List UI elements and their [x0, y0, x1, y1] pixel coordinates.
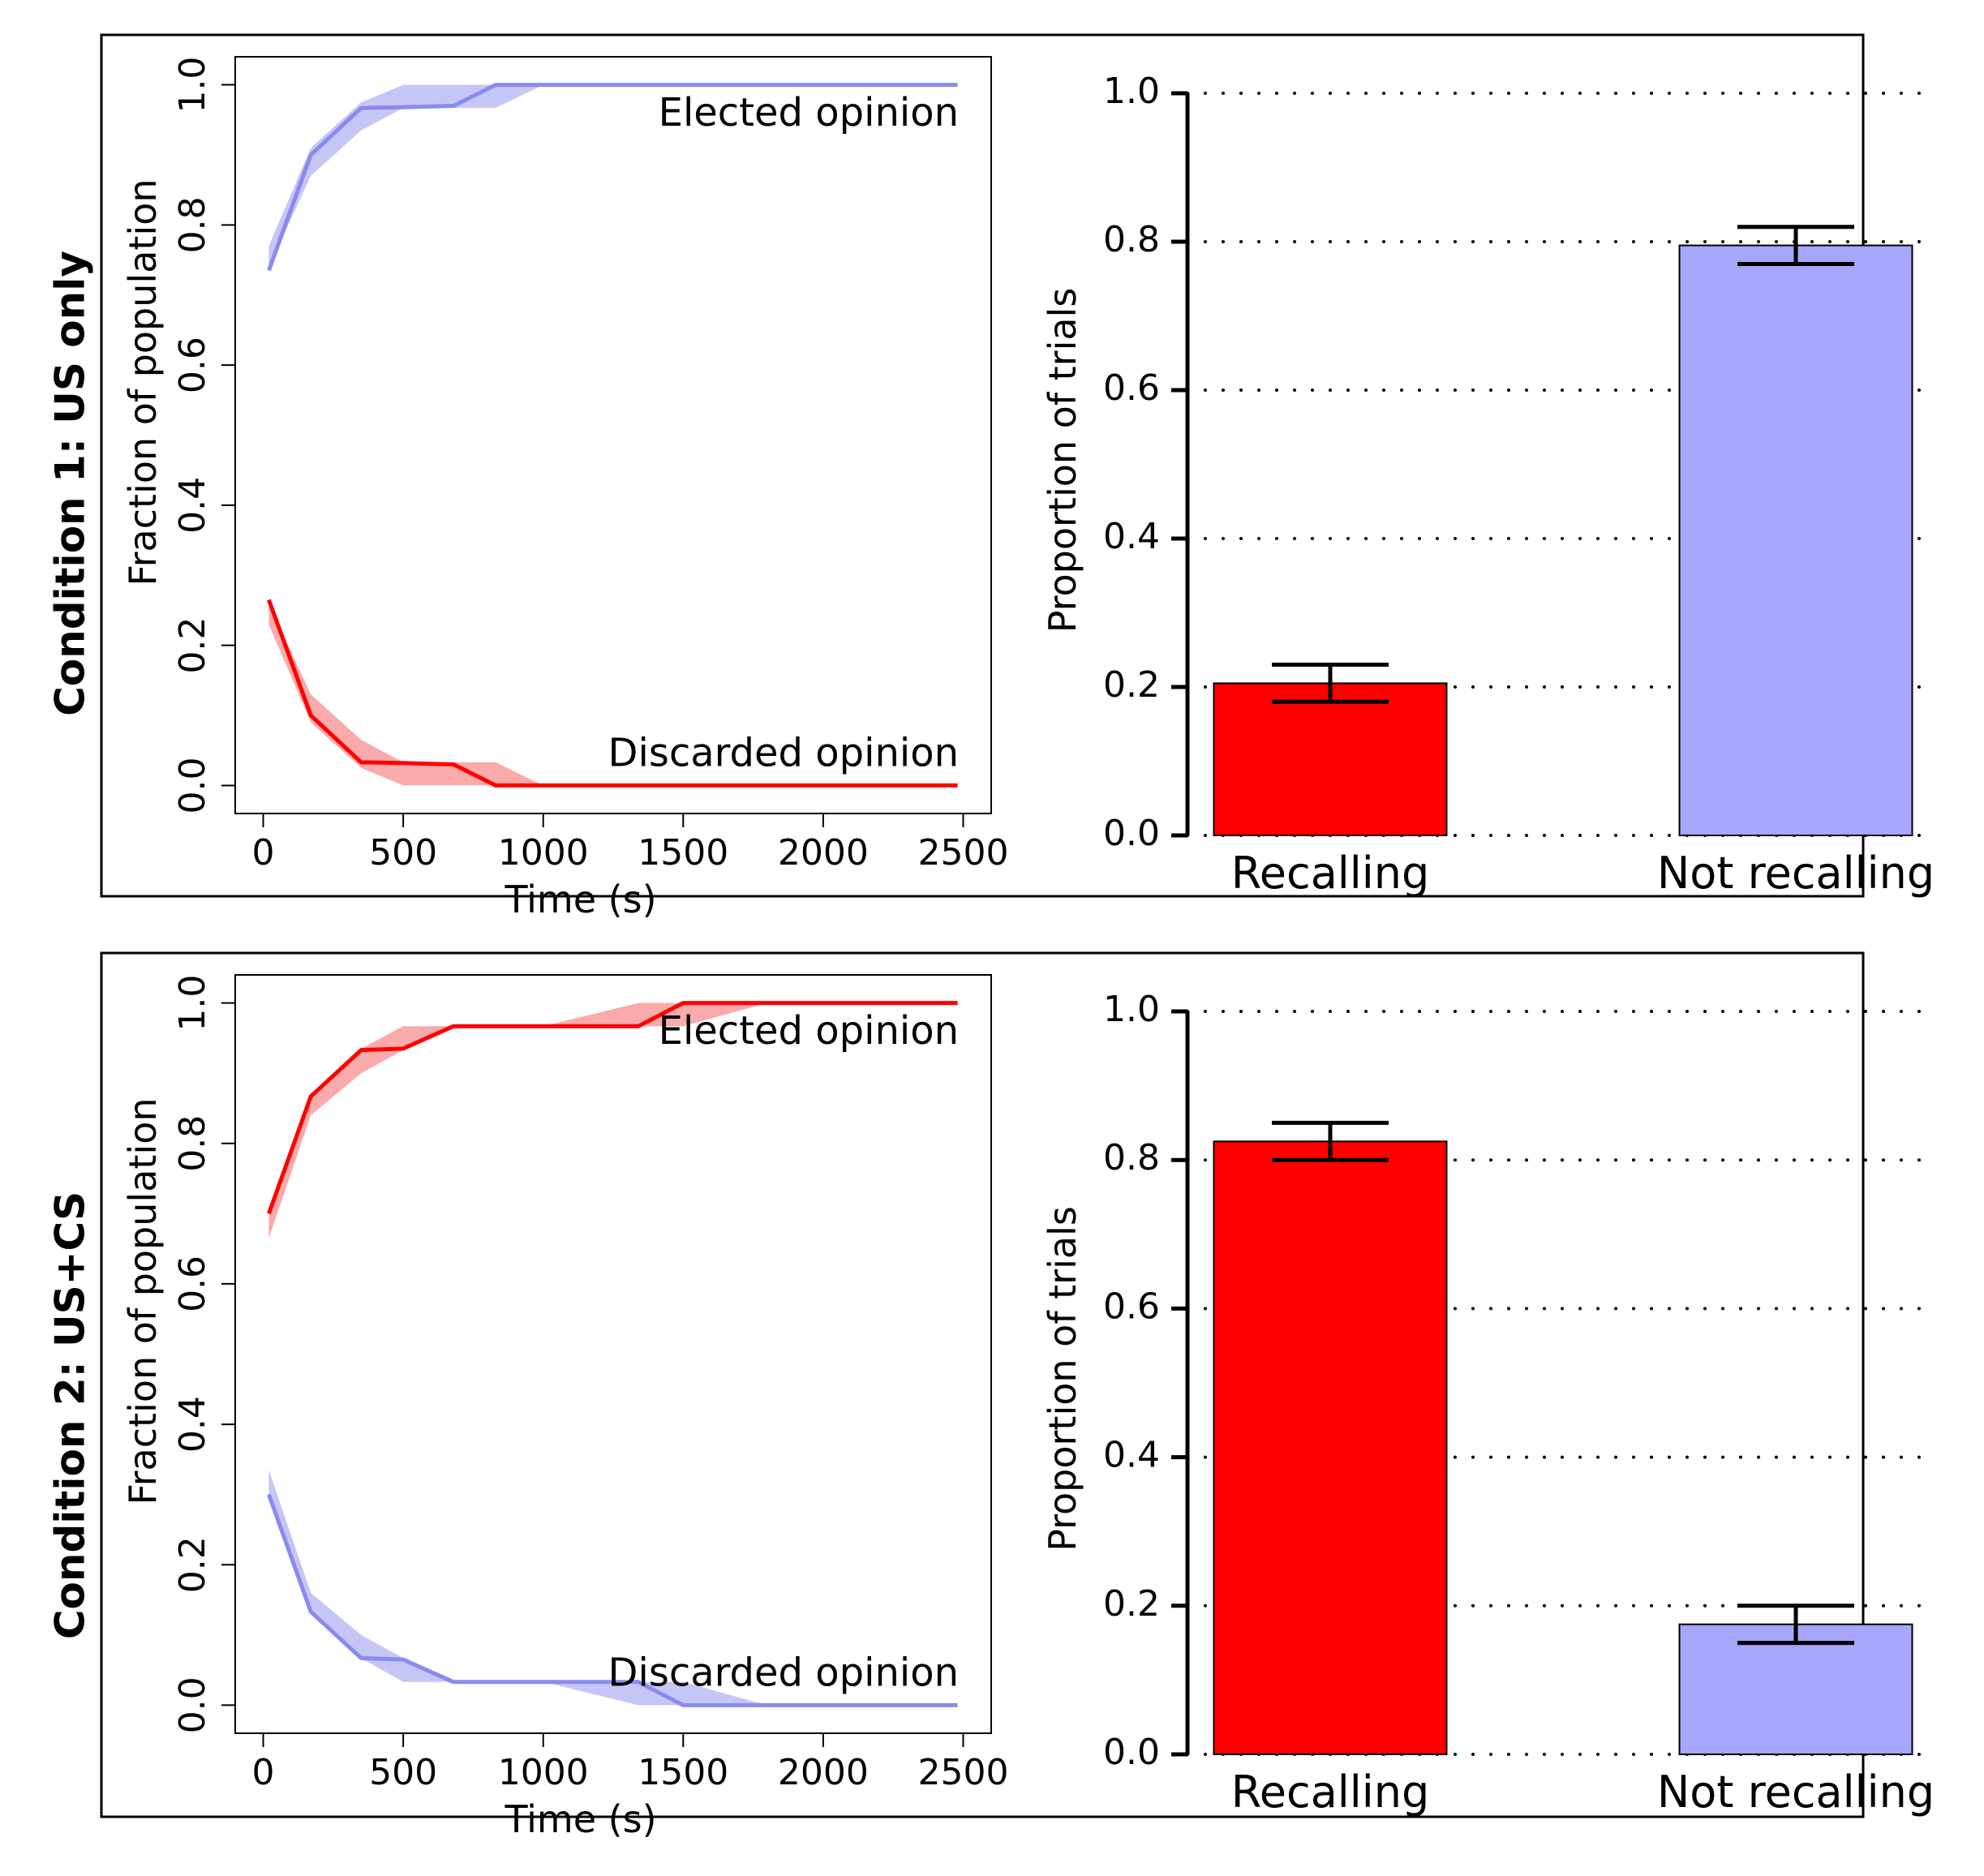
line-plot-box [234, 56, 992, 814]
x-tick-label: 1000 [498, 1752, 589, 1793]
annotation-discarded: Discarded opinion [608, 730, 959, 775]
y-tick-label: 0.2 [172, 617, 213, 674]
y-axis-label: Fraction of population [121, 179, 165, 586]
y-tick-label: 0.4 [172, 1396, 213, 1453]
bar-y-tick-label: 0.0 [1103, 813, 1160, 854]
y-tick-label: 0.8 [172, 1115, 213, 1172]
bar-y-axis-label: Proportion of trials [1041, 1206, 1084, 1552]
y-tick-label: 1.0 [172, 975, 213, 1032]
bar-chart: Recalling Not recalling 0.0 0.2 0.4 0.6 0.8 1.0… [1041, 989, 1936, 1818]
y-tick-label: 0.0 [172, 757, 213, 814]
bar-y-tick-label: 0.8 [1103, 219, 1160, 260]
category-label: Not recalling [1657, 848, 1935, 899]
condition-label: Condition 1: US only [47, 251, 94, 716]
series-line-discarded [267, 599, 958, 788]
bar-y-tick-label: 0.6 [1103, 1286, 1160, 1327]
annotation-elected: Elected opinion [659, 1008, 959, 1054]
y-axis-label: Fraction of population [121, 1098, 165, 1505]
annotation-discarded: Discarded opinion [608, 1650, 959, 1695]
x-tick-label: 1500 [638, 832, 728, 874]
bar-y-tick-label: 0.0 [1103, 1732, 1160, 1773]
y-tick-label: 0.4 [172, 477, 213, 534]
series-line-elected [267, 83, 958, 272]
y-tick-label: 0.6 [172, 337, 213, 393]
bar-recalling [1213, 1140, 1448, 1756]
x-tick-label: 500 [369, 1752, 437, 1793]
bar-y-tick-label: 0.4 [1103, 516, 1160, 557]
bar-not-recalling [1678, 1623, 1913, 1755]
line-chart: 0 500 1000 1500 2000 2500 0.0 0.2 0.4 0.6 0.8 1.0 Ti… [121, 56, 1008, 921]
bar-y-tick-label: 0.2 [1103, 664, 1160, 706]
condition-label: Condition 2: US+CS [47, 1191, 94, 1639]
x-tick-label: 2500 [917, 1752, 1008, 1793]
x-tick-label: 0 [252, 1752, 275, 1793]
bar-y-tick-label: 0.4 [1103, 1435, 1160, 1476]
line-plot-box [234, 974, 992, 1734]
series-line-elected [267, 1001, 958, 1215]
y-tick-label: 0.0 [172, 1676, 213, 1733]
condition-frame [100, 951, 1865, 1818]
bar-y-tick-label: 1.0 [1103, 71, 1160, 112]
x-tick-label: 1500 [638, 1752, 728, 1793]
x-tick-label: 500 [369, 832, 437, 874]
y-tick-label: 1.0 [172, 57, 213, 114]
bar-chart: Recalling Not recalling 0.0 0.2 0.4 0.6 0.8 1.0… [1041, 71, 1936, 899]
bar-y-axis-label: Proportion of trials [1041, 288, 1084, 633]
bar-y-tick-label: 1.0 [1103, 989, 1160, 1030]
y-tick-label: 0.8 [172, 196, 213, 253]
annotation-elected: Elected opinion [659, 90, 959, 135]
category-label: Recalling [1231, 848, 1430, 899]
bar-recalling [1213, 682, 1448, 836]
bar-y-tick-label: 0.8 [1103, 1137, 1160, 1178]
category-label: Recalling [1231, 1767, 1430, 1818]
series-line-discarded [267, 1493, 958, 1707]
line-chart: 0 500 1000 1500 2000 2500 0.0 0.2 0.4 0.6 0.8 1.0 Ti… [121, 974, 1008, 1841]
x-tick-label: 2000 [778, 1752, 869, 1793]
y-tick-label: 0.6 [172, 1256, 213, 1312]
x-tick-label: 1000 [498, 832, 589, 874]
condition-row-1: Condition 1: US only 0 500 1000 1500 2000 2500… [47, 33, 1936, 921]
x-tick-label: 2000 [778, 832, 869, 874]
x-tick-label: 2500 [917, 832, 1008, 874]
category-label: Not recalling [1657, 1767, 1935, 1818]
x-axis-label: Time (s) [504, 878, 656, 921]
bar-not-recalling [1678, 244, 1913, 836]
bar-y-tick-label: 0.2 [1103, 1583, 1160, 1625]
x-tick-label: 0 [252, 832, 275, 874]
bar-y-tick-label: 0.6 [1103, 367, 1160, 409]
condition-row-2: Condition 2: US+CS 0 500 1000 1500 2000 2500 0.… [47, 951, 1936, 1841]
x-axis-label: Time (s) [504, 1797, 656, 1841]
y-tick-label: 0.2 [172, 1536, 213, 1593]
